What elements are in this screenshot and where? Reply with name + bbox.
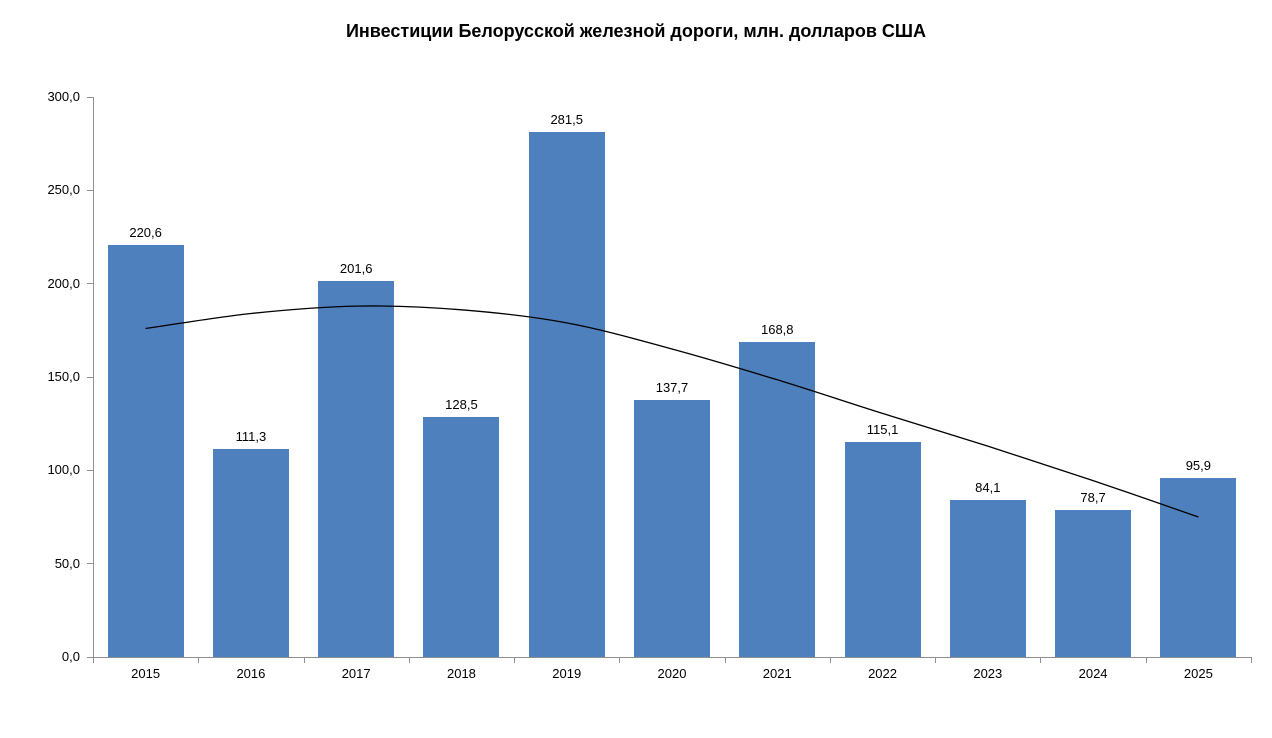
x-category-label: 2018: [446, 666, 476, 681]
bar-value-label: 168,8: [760, 321, 794, 337]
bar-value-label: 115,1: [866, 422, 899, 438]
y-tick: [87, 469, 93, 471]
x-tick: [724, 657, 726, 663]
x-category-label: 2021: [762, 666, 792, 681]
x-category-label: 2025: [1183, 666, 1213, 681]
x-tick: [1040, 657, 1042, 663]
x-tick: [408, 657, 410, 663]
y-tick: [87, 283, 93, 285]
y-tick-label: 150,0: [47, 369, 80, 384]
x-category-label: 2023: [973, 666, 1003, 681]
x-tick: [619, 657, 621, 663]
x-tick: [514, 657, 516, 663]
y-tick-label: 250,0: [47, 182, 80, 198]
x-category-label: 2016: [236, 666, 266, 681]
x-category-label: 2024: [1078, 666, 1108, 681]
bar-value-label: 281,5: [550, 111, 583, 127]
y-tick-label: 50,0: [54, 555, 80, 571]
bar-value-label: 95,9: [1185, 457, 1212, 473]
x-category-label: 2020: [657, 666, 687, 681]
y-tick: [87, 189, 93, 191]
x-tick: [93, 657, 94, 663]
x-tick: [935, 657, 937, 663]
y-axis-line: [93, 97, 94, 658]
chart-title: Инвестиции Белорусской железной дороги, …: [345, 21, 927, 41]
bar-value-label: 78,7: [1080, 490, 1106, 506]
x-category-label: 2015: [131, 666, 161, 681]
y-tick: [87, 563, 93, 565]
x-category-label: 2022: [868, 666, 897, 681]
x-tick: [829, 657, 831, 663]
x-tick: [1145, 657, 1147, 663]
x-axis-line: [93, 656, 1252, 658]
bar-value-label: 111,3: [235, 429, 267, 445]
y-tick: [87, 656, 93, 658]
bar-value-label: 84,1: [975, 480, 1001, 495]
x-tick: [1251, 657, 1252, 663]
x-tick: [198, 657, 200, 663]
y-tick-label: 300,0: [47, 89, 80, 104]
x-category-label: 2019: [552, 666, 582, 681]
y-tick-label: 0,0: [61, 649, 80, 664]
bar-value-label: 201,6: [339, 260, 373, 276]
x-tick: [303, 657, 305, 663]
y-tick: [87, 376, 93, 378]
bar-2023: [949, 500, 1026, 657]
y-tick-label: 200,0: [47, 275, 80, 291]
y-tick-label: 100,0: [47, 462, 80, 478]
bar-2024: [1055, 510, 1132, 657]
x-category-label: 2017: [341, 666, 371, 681]
y-tick: [87, 96, 93, 98]
bar-value-label: 220,6: [129, 225, 162, 241]
bar-value-label: 128,5: [445, 397, 478, 413]
bar-value-label: 137,7: [655, 379, 689, 395]
